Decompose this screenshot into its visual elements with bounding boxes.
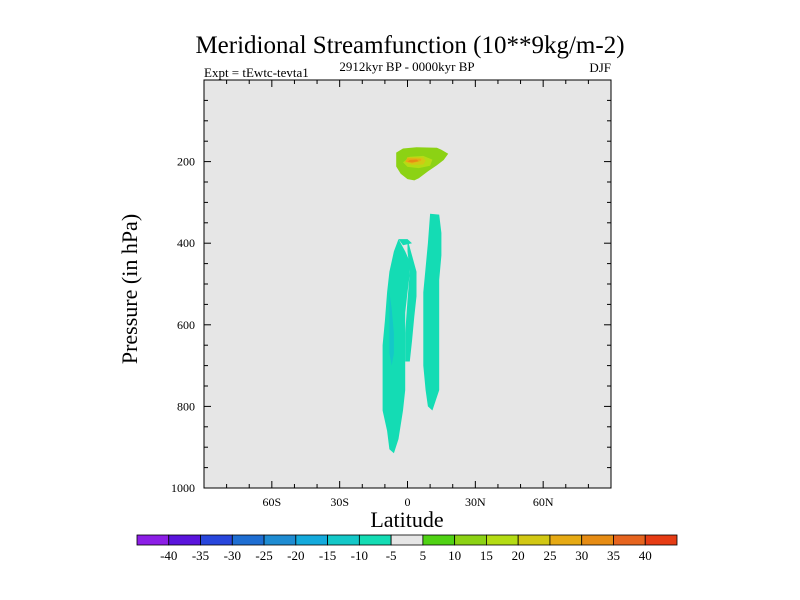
colorbar-label: -15 [319, 548, 336, 563]
colorbar-swatch [644, 534, 678, 546]
colorbar-swatch [613, 534, 646, 546]
contour-regions [382, 147, 449, 454]
colorbar-label: 15 [480, 548, 493, 563]
tick-labels: 60S 30S 0 30N 60N 200 400 600 800 1000 [171, 155, 554, 509]
colorbar-swatch [549, 534, 583, 546]
x-tick-label: 30N [465, 495, 486, 509]
colorbar-label: -30 [224, 548, 241, 563]
colorbar-swatch [358, 534, 392, 546]
colorbar-label: -5 [386, 548, 397, 563]
x-axis-label: Latitude [370, 507, 443, 532]
upper-positive-cell-max [407, 159, 419, 163]
colorbar-label: 20 [512, 548, 525, 563]
colorbar-swatch [517, 534, 551, 546]
x-tick-label: 0 [405, 495, 411, 509]
colorbar-label: -20 [287, 548, 304, 563]
season-label: DJF [589, 60, 611, 75]
y-tick-label: 200 [177, 155, 195, 169]
colorbar-label: -35 [192, 548, 209, 563]
colorbar-swatch [200, 534, 233, 546]
colorbar-swatch [168, 534, 201, 546]
y-tick-label: 1000 [171, 481, 195, 495]
colorbar-swatch [327, 534, 360, 546]
x-tick-label: 30S [330, 495, 349, 509]
colorbar-label: 10 [448, 548, 461, 563]
negative-cell-east [423, 213, 442, 411]
colorbar-label: 30 [575, 548, 588, 563]
x-tick-label: 60S [262, 495, 281, 509]
y-tick-label: 800 [177, 399, 195, 413]
negative-cell-arm [398, 239, 412, 246]
colorbar-swatch [263, 534, 297, 546]
colorbar-label: -40 [160, 548, 177, 563]
colorbar-swatch [390, 534, 424, 546]
colorbar-swatch [136, 534, 170, 546]
colorbar-label: 5 [420, 548, 427, 563]
colorbar-label: -10 [351, 548, 368, 563]
negative-cell-middle [405, 239, 417, 362]
colorbar-swatch [581, 534, 614, 546]
plot-frame [203, 79, 612, 489]
y-axis-label: Pressure (in hPa) [117, 214, 142, 364]
y-tick-label: 600 [177, 318, 195, 332]
y-tick-label: 400 [177, 236, 195, 250]
experiment-label: Expt = tEwtc-tevta1 [204, 65, 309, 80]
negative-cell-west-core [389, 292, 394, 366]
axis-ticks [204, 80, 611, 488]
colorbar-swatch [486, 534, 519, 546]
colorbar-label: -25 [255, 548, 272, 563]
colorbar-label: 35 [607, 548, 620, 563]
colorbar-label: 25 [543, 548, 556, 563]
colorbar-swatch [422, 534, 456, 546]
colorbar-label: 40 [639, 548, 652, 563]
colorbar: -40 -35 -30 -25 -20 -15 -10 -5 5 10 15 20 25 30 35 40 [136, 534, 678, 563]
time-range-label: 2912kyr BP - 0000kyr BP [339, 59, 474, 74]
colorbar-swatch [231, 534, 265, 546]
colorbar-swatch [454, 534, 487, 546]
colorbar-swatch [295, 534, 328, 546]
chart-title: Meridional Streamfunction (10**9kg/m-2) [195, 32, 624, 59]
x-tick-label: 60N [533, 495, 554, 509]
